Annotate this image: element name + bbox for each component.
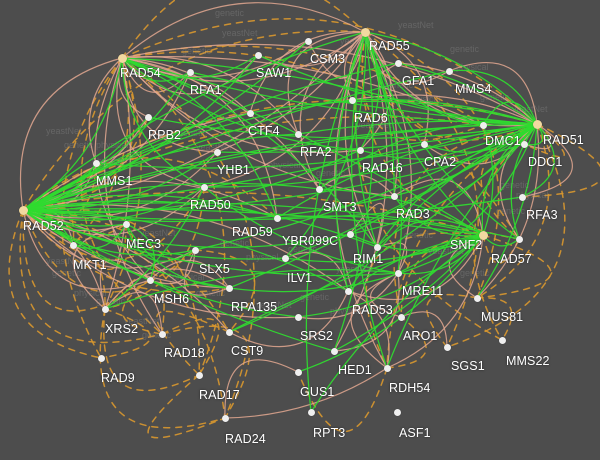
node-rad3[interactable] <box>390 192 398 200</box>
node-mec3[interactable] <box>122 220 130 228</box>
node-ctf4[interactable] <box>246 109 254 117</box>
node-dmc1[interactable] <box>479 121 487 129</box>
node-yhb1[interactable] <box>213 148 221 156</box>
node-rad18[interactable] <box>158 330 166 338</box>
physical-edges <box>19 2 573 419</box>
node-ddc1[interactable] <box>520 140 528 148</box>
node-rad57[interactable] <box>515 235 523 243</box>
node-rad53[interactable] <box>344 287 352 295</box>
node-rad54[interactable] <box>117 53 127 63</box>
yeastnet-edges <box>22 31 555 413</box>
node-rad59[interactable] <box>273 214 281 222</box>
node-rpb2[interactable] <box>144 113 152 121</box>
node-msh6[interactable] <box>146 276 154 284</box>
node-rfa1[interactable] <box>186 68 194 76</box>
node-rpa135[interactable] <box>225 284 233 292</box>
node-mms4[interactable] <box>445 67 453 75</box>
node-snf2[interactable] <box>478 230 488 240</box>
node-cst9[interactable] <box>225 328 233 336</box>
node-rad16[interactable] <box>356 146 364 154</box>
node-aro1[interactable] <box>397 313 405 321</box>
node-mms22[interactable] <box>498 336 506 344</box>
node-gus1[interactable] <box>294 368 302 376</box>
node-saw1[interactable] <box>254 51 262 59</box>
node-rad17[interactable] <box>195 371 203 379</box>
node-ybr099c[interactable] <box>346 230 354 238</box>
node-rad50[interactable] <box>200 183 208 191</box>
node-hed1[interactable] <box>330 347 338 355</box>
node-rdh54[interactable] <box>383 364 391 372</box>
node-rpt3[interactable] <box>307 408 315 416</box>
node-cpa2[interactable] <box>420 140 428 148</box>
node-rad52[interactable] <box>18 205 28 215</box>
node-smt3[interactable] <box>315 185 323 193</box>
node-mkt1[interactable] <box>69 241 77 249</box>
node-rad51[interactable] <box>532 119 542 129</box>
node-mre11[interactable] <box>394 269 402 277</box>
node-mms1[interactable] <box>92 159 100 167</box>
node-ilv1[interactable] <box>281 254 289 262</box>
node-mus81[interactable] <box>473 294 481 302</box>
node-rim1[interactable] <box>373 243 381 251</box>
node-gfa1[interactable] <box>394 59 402 67</box>
node-slx5[interactable] <box>191 246 199 254</box>
node-rfa3[interactable] <box>518 193 526 201</box>
node-asf1[interactable] <box>393 408 401 416</box>
node-rad55[interactable] <box>360 27 370 37</box>
node-csm3[interactable] <box>304 37 312 45</box>
node-rad24[interactable] <box>221 414 229 422</box>
node-rfa2[interactable] <box>294 130 302 138</box>
node-rad6[interactable] <box>348 96 356 104</box>
node-rad9[interactable] <box>97 354 105 362</box>
node-xrs2[interactable] <box>101 305 109 313</box>
node-sgs1[interactable] <box>443 343 451 351</box>
node-srs2[interactable] <box>294 313 302 321</box>
